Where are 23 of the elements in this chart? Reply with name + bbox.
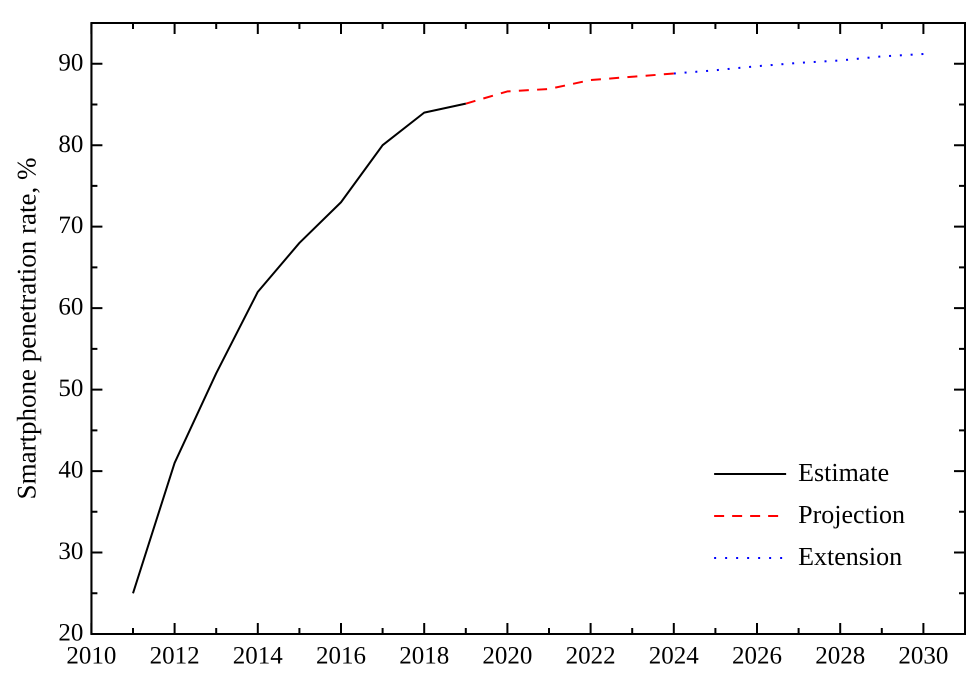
x-tick-label: 2024 [648, 642, 700, 670]
x-tick-label: 2014 [232, 642, 284, 670]
y-tick-label: 60 [58, 294, 84, 321]
y-tick-label: 90 [58, 49, 84, 76]
y-tick-label: 50 [58, 375, 84, 402]
x-tick-label: 2020 [482, 642, 532, 670]
legend-label: Extension [798, 542, 902, 571]
x-tick-label: 2016 [316, 642, 366, 670]
x-tick-label: 2018 [399, 642, 450, 670]
x-tick-label: 2030 [898, 642, 948, 670]
y-tick-label: 40 [58, 456, 84, 484]
legend-label: Projection [798, 500, 906, 529]
legend-label: Estimate [798, 458, 890, 487]
x-tick-label: 2022 [566, 642, 616, 670]
y-axis-title: Smartphone penetration rate, % [11, 158, 42, 500]
line-series [672, 52, 924, 75]
x-tick-label: 2026 [732, 642, 782, 670]
line-series [464, 72, 675, 105]
y-tick-label: 30 [58, 538, 84, 566]
x-tick-label: 2028 [815, 642, 866, 670]
x-tick-label: 2012 [150, 642, 200, 670]
y-tick-label: 80 [58, 130, 84, 158]
y-tick-label: 70 [58, 212, 84, 240]
